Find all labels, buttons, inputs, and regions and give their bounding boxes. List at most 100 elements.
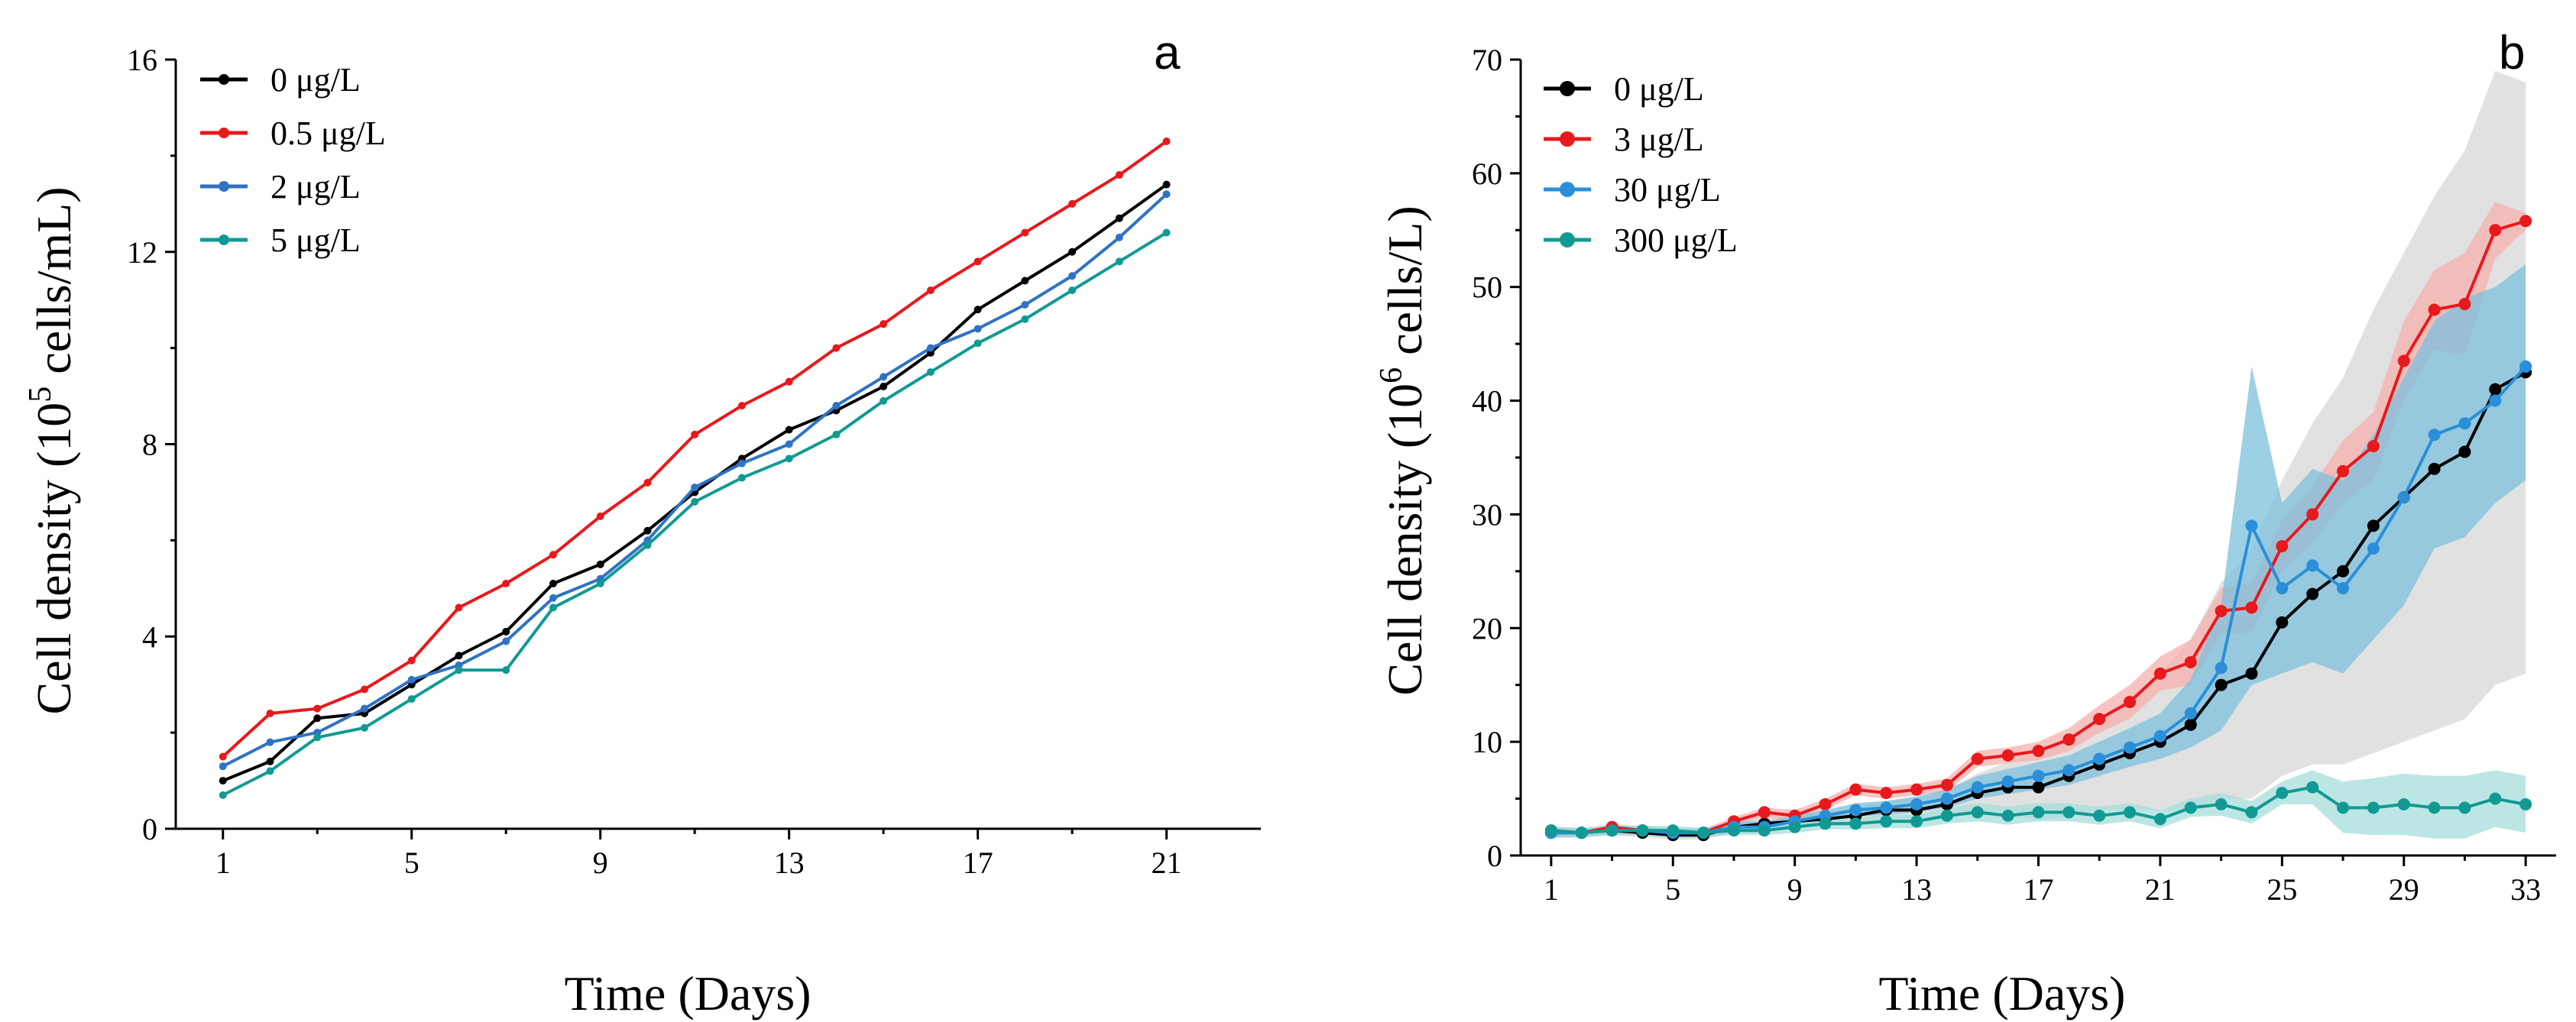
data-point-a-1-3 — [360, 685, 368, 694]
y-tick-label-b-3: 30 — [1472, 497, 1502, 532]
x-tick-label-a-4: 17 — [963, 846, 993, 880]
x-tick-label-a-0: 1 — [215, 846, 231, 880]
y-tick-label-b-4: 40 — [1472, 384, 1502, 419]
data-point-a-2-15 — [926, 344, 935, 352]
data-point-b-1-25 — [2306, 508, 2319, 521]
y-tick-label-a-4: 16 — [127, 43, 157, 77]
data-point-a-2-3 — [360, 704, 368, 713]
chart-panel-b: b Time (Days) Cell density (106 cells/L)… — [1374, 27, 2556, 1020]
data-point-a-3-4 — [407, 695, 416, 703]
data-point-b-3-19 — [2124, 806, 2137, 819]
data-point-b-3-0 — [1544, 824, 1557, 837]
y-axis-title-a-prefix: Cell density (10 — [27, 403, 81, 715]
data-point-a-1-20 — [1162, 137, 1171, 145]
data-point-b-2-24 — [2276, 582, 2289, 595]
data-point-a-3-16 — [974, 339, 982, 348]
data-point-b-3-20 — [2153, 813, 2166, 826]
x-tick-label-b-2: 9 — [1787, 872, 1803, 907]
data-point-b-2-16 — [2032, 769, 2045, 782]
legend-marker-b-2 — [1560, 182, 1575, 197]
chart-panel-a: a Time (Days) Cell density (105 cells/mL… — [23, 27, 1261, 1020]
data-point-b-2-19 — [2124, 741, 2137, 754]
y-tick-label-b-0: 0 — [1487, 839, 1502, 873]
data-point-a-2-0 — [219, 762, 227, 771]
legend-label-a-2: 2 μg/L — [271, 168, 361, 205]
legend-label-b-3: 300 μg/L — [1614, 222, 1738, 259]
legend-label-a-1: 0.5 μg/L — [271, 115, 386, 152]
data-point-b-2-14 — [1971, 781, 1984, 794]
data-point-b-1-7 — [1758, 806, 1771, 819]
data-point-a-2-7 — [549, 593, 557, 602]
legend-marker-a-3 — [219, 234, 229, 245]
data-point-b-3-29 — [2428, 801, 2441, 814]
data-point-a-3-7 — [549, 603, 557, 612]
legend-label-a-0: 0 μg/L — [271, 61, 361, 99]
data-point-b-2-30 — [2458, 417, 2471, 430]
data-point-a-2-18 — [1068, 272, 1077, 280]
data-point-b-2-32 — [2519, 360, 2532, 373]
data-point-a-2-13 — [832, 402, 841, 410]
data-point-b-1-21 — [2184, 655, 2197, 668]
data-point-a-3-20 — [1162, 228, 1171, 237]
data-point-a-1-5 — [455, 603, 463, 612]
x-tick-label-a-1: 5 — [404, 846, 420, 880]
y-tick-label-b-1: 10 — [1472, 725, 1502, 759]
y-axis-title-b: Cell density (106 cells/L) — [1374, 205, 1432, 695]
data-point-a-1-10 — [691, 430, 699, 438]
data-point-b-2-10 — [1849, 804, 1862, 817]
data-point-a-0-19 — [1115, 214, 1123, 222]
data-point-b-3-18 — [2093, 809, 2106, 822]
x-tick-label-a-3: 13 — [774, 846, 805, 880]
data-point-a-3-18 — [1068, 286, 1077, 295]
data-point-b-0-25 — [2306, 587, 2319, 600]
data-point-b-1-30 — [2458, 298, 2471, 311]
data-point-b-1-32 — [2519, 215, 2532, 228]
data-point-b-0-26 — [2337, 564, 2350, 577]
data-point-a-3-2 — [313, 733, 322, 742]
data-point-a-3-11 — [737, 474, 746, 482]
data-point-b-3-5 — [1697, 826, 1710, 839]
data-point-b-1-10 — [1849, 783, 1862, 796]
x-tick-label-b-8: 33 — [2510, 872, 2541, 907]
data-point-a-0-9 — [643, 526, 652, 535]
data-point-b-3-14 — [1971, 806, 1984, 819]
data-point-b-1-27 — [2367, 440, 2380, 453]
data-point-a-3-12 — [785, 454, 793, 463]
data-point-b-2-23 — [2245, 519, 2258, 532]
data-point-b-3-8 — [1788, 820, 1801, 833]
data-point-a-1-7 — [549, 551, 557, 559]
data-point-b-2-20 — [2153, 729, 2166, 742]
data-point-b-3-1 — [1575, 826, 1588, 839]
y-axis-title-a-sup: 5 — [23, 386, 58, 403]
data-point-b-2-29 — [2428, 429, 2441, 441]
error-band-b-2 — [1550, 264, 2526, 838]
data-point-b-3-21 — [2184, 801, 2197, 814]
data-point-a-3-19 — [1115, 257, 1123, 266]
data-point-b-0-27 — [2367, 519, 2380, 532]
data-point-b-0-22 — [2215, 678, 2228, 691]
y-tick-label-b-6: 60 — [1472, 157, 1502, 191]
data-point-a-2-16 — [974, 325, 982, 333]
data-point-a-1-6 — [502, 580, 510, 588]
data-point-b-1-18 — [2093, 713, 2106, 726]
data-point-a-2-4 — [407, 675, 416, 684]
data-point-a-1-12 — [785, 377, 793, 386]
data-point-b-3-25 — [2306, 781, 2319, 794]
legend-label-b-2: 30 μg/L — [1614, 171, 1721, 209]
data-point-a-3-15 — [926, 368, 935, 377]
data-point-b-3-26 — [2337, 801, 2350, 814]
data-point-b-2-31 — [2489, 394, 2502, 407]
data-point-a-2-1 — [266, 738, 274, 746]
x-tick-label-b-6: 25 — [2267, 872, 2297, 907]
data-point-b-3-11 — [1880, 815, 1893, 828]
data-point-b-2-17 — [2062, 764, 2075, 777]
legend-marker-b-3 — [1560, 232, 1575, 247]
data-point-b-1-22 — [2215, 604, 2228, 617]
data-point-b-2-28 — [2397, 491, 2410, 504]
data-point-b-3-31 — [2489, 792, 2502, 805]
x-tick-label-b-0: 1 — [1544, 872, 1559, 907]
data-point-a-2-10 — [691, 484, 699, 492]
data-point-b-0-24 — [2276, 616, 2289, 629]
y-tick-label-b-7: 70 — [1472, 43, 1502, 77]
